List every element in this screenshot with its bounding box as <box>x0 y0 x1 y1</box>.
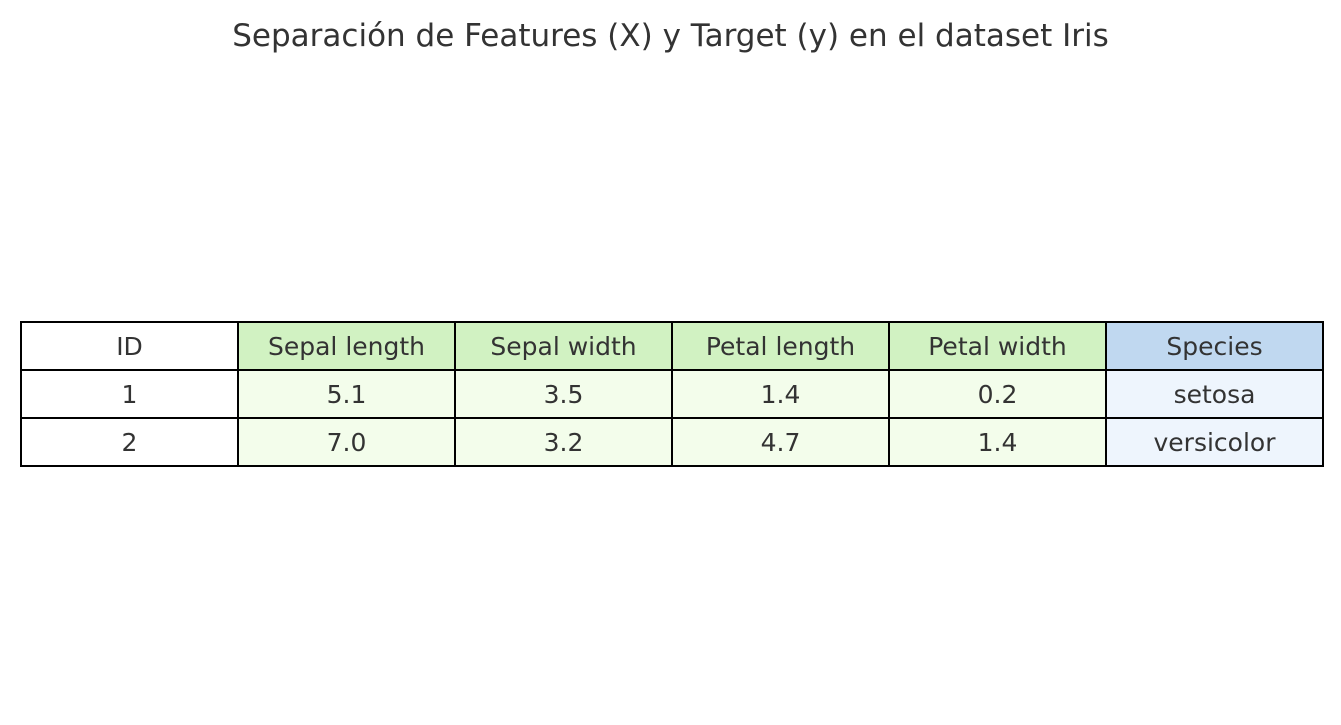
header-sepal-width: Sepal width <box>454 321 673 371</box>
cell-petal-width: 0.2 <box>888 369 1107 419</box>
header-petal-length: Petal length <box>671 321 890 371</box>
header-species: Species <box>1105 321 1324 371</box>
iris-table-container: ID Sepal length Sepal width Petal length… <box>20 321 1324 467</box>
table-row: 2 7.0 3.2 4.7 1.4 versicolor <box>20 417 1324 467</box>
chart-title: Separación de Features (X) y Target (y) … <box>232 18 1109 54</box>
header-id: ID <box>20 321 239 371</box>
cell-sepal-width: 3.5 <box>454 369 673 419</box>
cell-species: versicolor <box>1105 417 1324 467</box>
cell-sepal-width: 3.2 <box>454 417 673 467</box>
header-sepal-length: Sepal length <box>237 321 456 371</box>
cell-sepal-length: 7.0 <box>237 417 456 467</box>
cell-id: 2 <box>20 417 239 467</box>
cell-petal-length: 4.7 <box>671 417 890 467</box>
cell-sepal-length: 5.1 <box>237 369 456 419</box>
table-header-row: ID Sepal length Sepal width Petal length… <box>20 321 1324 371</box>
table-row: 1 5.1 3.5 1.4 0.2 setosa <box>20 369 1324 419</box>
cell-petal-length: 1.4 <box>671 369 890 419</box>
cell-species: setosa <box>1105 369 1324 419</box>
cell-petal-width: 1.4 <box>888 417 1107 467</box>
header-petal-width: Petal width <box>888 321 1107 371</box>
cell-id: 1 <box>20 369 239 419</box>
iris-table: ID Sepal length Sepal width Petal length… <box>20 321 1324 467</box>
